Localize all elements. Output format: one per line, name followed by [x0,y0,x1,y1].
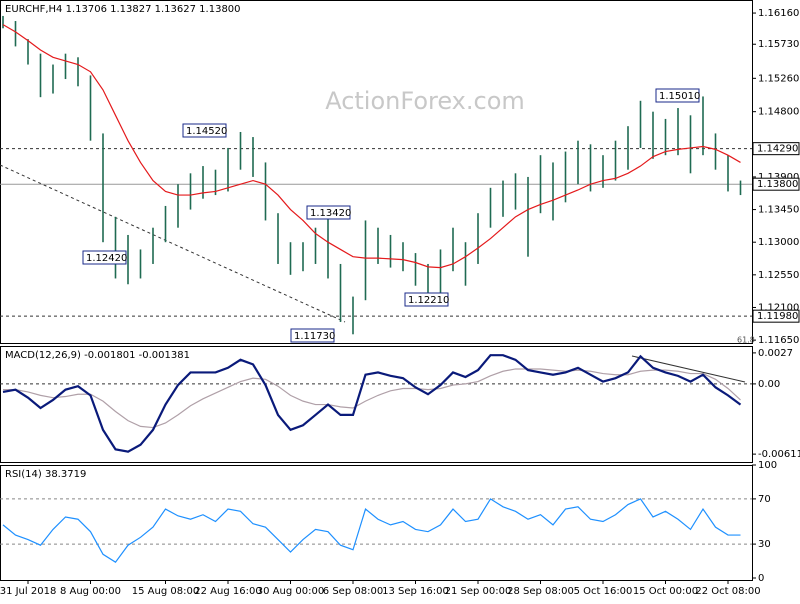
watermark: ActionForex.com [325,87,525,115]
x-tick-label: 15 Aug 08:00 [132,586,199,597]
price-callout: 1.13420 [310,208,351,219]
level-label: 1.13800 [757,179,798,190]
y-tick-label: 1.14800 [758,107,799,118]
x-tick-label: 21 Sep 00:00 [445,586,512,597]
y-tick-label: 1.16160 [758,8,799,19]
price-callout: 1.15010 [659,91,700,102]
y-tick-label: 0.00 [758,379,780,390]
x-tick-label: 8 Aug 00:00 [60,586,121,597]
price-callout-box [306,205,351,220]
price-panel [0,0,753,344]
y-tick-label: 0.0027 [758,348,793,359]
y-tick-label: 1.13900 [758,172,799,183]
x-tick-label: 30 Aug 00:00 [257,586,324,597]
y-tick-label: 1.15730 [758,39,799,50]
moving-average [2,24,741,269]
price-callout: 1.12420 [86,253,127,264]
y-tick-label: 1.12100 [758,302,799,313]
price-callout: 1.14520 [186,126,227,137]
x-tick-label: 22 Aug 16:00 [194,586,261,597]
x-tick-label: 15 Oct 00:00 [633,586,698,597]
signal-line [3,368,741,429]
macd-trend-line [631,355,746,383]
level-label: 1.14290 [757,144,798,155]
level-label: 1.11980 [757,311,798,322]
y-tick-label: 100 [758,460,777,471]
y-tick-label: 1.13450 [758,205,799,216]
y-tick-label: 1.13000 [758,237,799,248]
rsi-line [2,498,741,563]
price-callout: 1.11730 [294,331,335,342]
x-tick-label: 28 Sep 08:00 [507,586,574,597]
price-callout-box [290,328,335,343]
y-tick-label: 0 [758,573,764,584]
y-tick-label: 1.12550 [758,270,799,281]
y-tick-label: 30 [758,539,771,550]
rsi-panel [0,465,753,581]
price-callout-box [182,123,227,138]
x-tick-label: 6 Sep 08:00 [323,586,383,597]
y-tick-label: 70 [758,494,771,505]
x-tick-label: 22 Oct 08:00 [695,586,760,597]
y-tick-label: -0.006114 [758,449,800,460]
level-box [752,142,800,156]
y-tick-label: 1.15260 [758,73,799,84]
macd-panel [0,346,753,463]
level-box [752,309,800,323]
x-tick-label: 5 Oct 16:00 [574,586,633,597]
level-box [752,177,800,191]
price-title: EURCHF,H4 1.13706 1.13827 1.13627 1.1380… [5,4,241,15]
x-tick-label: 31 Jul 2018 [0,586,56,597]
macd-line [2,354,742,453]
fib-note: 61.8 [737,336,755,345]
x-tick-label: 13 Sep 16:00 [382,586,449,597]
rsi-title: RSI(14) 38.3719 [5,469,86,480]
price-callout-box [82,250,127,265]
price-callout: 1.12210 [408,295,449,306]
y-tick-label: 1.11650 [758,335,799,346]
price-callout-box [404,292,449,307]
price-callout-box [655,88,700,103]
macd-title: MACD(12,26,9) -0.001801 -0.001381 [5,350,190,361]
